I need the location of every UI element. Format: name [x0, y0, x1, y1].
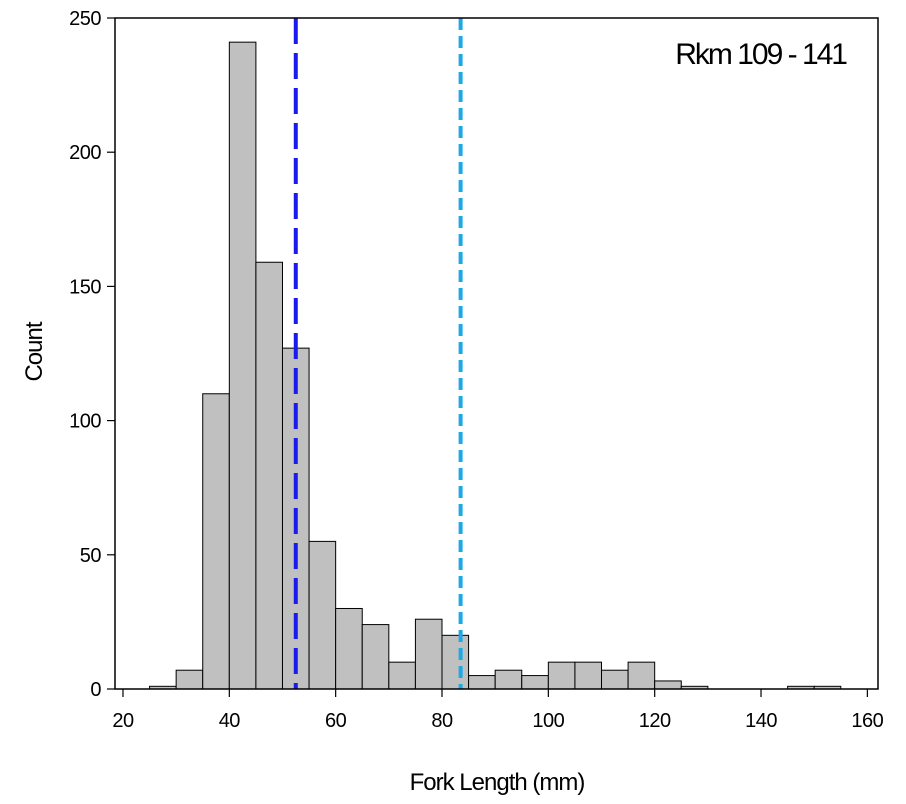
reference-lines-group	[293, 18, 463, 689]
y-axis-ticks: 0 50 100 150 200 250	[69, 8, 115, 701]
histogram-bar	[468, 675, 496, 690]
x-tick-label: 100	[532, 710, 564, 732]
y-tick-label: 50	[80, 545, 102, 567]
histogram-bar	[574, 661, 603, 690]
histogram-bar	[202, 393, 230, 690]
histogram-bar	[335, 607, 363, 690]
histogram-bar	[521, 675, 549, 690]
x-tick-label: 60	[325, 710, 347, 732]
histogram-bar	[654, 680, 682, 690]
region-annotation: Rkm 109 - 141	[675, 38, 847, 71]
y-tick-label: 0	[90, 679, 101, 701]
histogram-bar	[308, 540, 337, 690]
x-tick-label: 20	[112, 710, 134, 732]
histogram-bar	[601, 669, 629, 690]
plot-frame	[114, 17, 879, 690]
histogram-bar	[388, 661, 416, 690]
x-tick-label: 120	[639, 710, 671, 732]
y-tick-label: 200	[69, 142, 101, 164]
histogram-bar	[228, 41, 257, 690]
x-tick-label: 160	[851, 710, 883, 732]
histogram-bar	[414, 618, 443, 690]
y-tick-label: 250	[69, 8, 101, 30]
x-axis-ticks: 20 40 60 80 100 120 140 160	[112, 689, 884, 732]
x-tick-label: 140	[745, 710, 777, 732]
histogram-bar	[547, 661, 576, 690]
histogram-bar	[361, 624, 390, 690]
y-tick-label: 100	[69, 411, 101, 433]
bars-group	[149, 41, 842, 690]
x-tick-label: 40	[219, 710, 241, 732]
histogram-bar	[494, 669, 523, 690]
histogram-bar	[175, 669, 204, 690]
y-axis-label: Count	[21, 321, 48, 381]
histogram-bar	[441, 634, 470, 690]
histogram-bar	[255, 261, 283, 690]
histogram-bar	[627, 661, 656, 690]
x-axis-label: Fork Length (mm)	[410, 769, 585, 796]
y-tick-label: 150	[69, 276, 101, 298]
x-tick-label: 80	[431, 710, 453, 732]
